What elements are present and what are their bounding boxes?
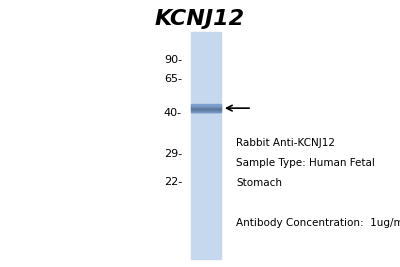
Text: 90-: 90- xyxy=(164,55,182,65)
Text: 29-: 29- xyxy=(164,148,182,159)
Text: Rabbit Anti-KCNJ12: Rabbit Anti-KCNJ12 xyxy=(236,138,335,148)
Text: 65-: 65- xyxy=(164,74,182,84)
Bar xyxy=(191,32,221,259)
Text: Sample Type: Human Fetal: Sample Type: Human Fetal xyxy=(236,158,375,168)
Text: Antibody Concentration:  1ug/mL: Antibody Concentration: 1ug/mL xyxy=(236,218,400,228)
Text: 22-: 22- xyxy=(164,176,182,187)
Text: KCNJ12: KCNJ12 xyxy=(155,9,245,29)
Text: Stomach: Stomach xyxy=(236,178,282,188)
Text: 40-: 40- xyxy=(164,108,182,119)
